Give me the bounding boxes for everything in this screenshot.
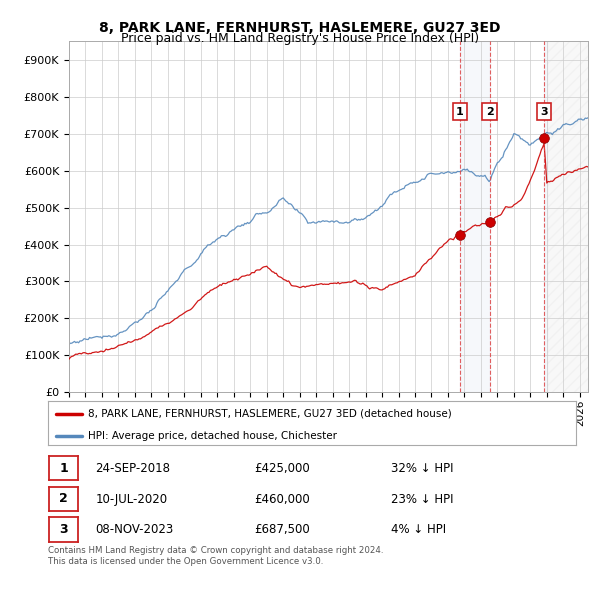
Text: £425,000: £425,000 xyxy=(254,462,310,475)
Text: 3: 3 xyxy=(59,523,68,536)
Text: 2: 2 xyxy=(486,107,494,116)
Text: 2: 2 xyxy=(59,493,68,506)
Text: Contains HM Land Registry data © Crown copyright and database right 2024.
This d: Contains HM Land Registry data © Crown c… xyxy=(48,546,383,566)
Text: HPI: Average price, detached house, Chichester: HPI: Average price, detached house, Chic… xyxy=(88,431,337,441)
Bar xyxy=(460,41,490,392)
Text: Price paid vs. HM Land Registry's House Price Index (HPI): Price paid vs. HM Land Registry's House … xyxy=(121,32,479,45)
Text: 8, PARK LANE, FERNHURST, HASLEMERE, GU27 3ED (detached house): 8, PARK LANE, FERNHURST, HASLEMERE, GU27… xyxy=(88,409,451,418)
Text: 1: 1 xyxy=(456,107,464,116)
Text: 10-JUL-2020: 10-JUL-2020 xyxy=(95,493,167,506)
Text: 23% ↓ HPI: 23% ↓ HPI xyxy=(391,493,454,506)
Text: 32% ↓ HPI: 32% ↓ HPI xyxy=(391,462,454,475)
Bar xyxy=(547,41,588,392)
Text: £687,500: £687,500 xyxy=(254,523,310,536)
Bar xyxy=(544,41,547,392)
Text: 08-NOV-2023: 08-NOV-2023 xyxy=(95,523,174,536)
Text: 4% ↓ HPI: 4% ↓ HPI xyxy=(391,523,446,536)
Text: 3: 3 xyxy=(541,107,548,116)
Text: 24-SEP-2018: 24-SEP-2018 xyxy=(95,462,170,475)
Text: 8, PARK LANE, FERNHURST, HASLEMERE, GU27 3ED: 8, PARK LANE, FERNHURST, HASLEMERE, GU27… xyxy=(99,21,501,35)
Text: 1: 1 xyxy=(59,462,68,475)
Text: £460,000: £460,000 xyxy=(254,493,310,506)
